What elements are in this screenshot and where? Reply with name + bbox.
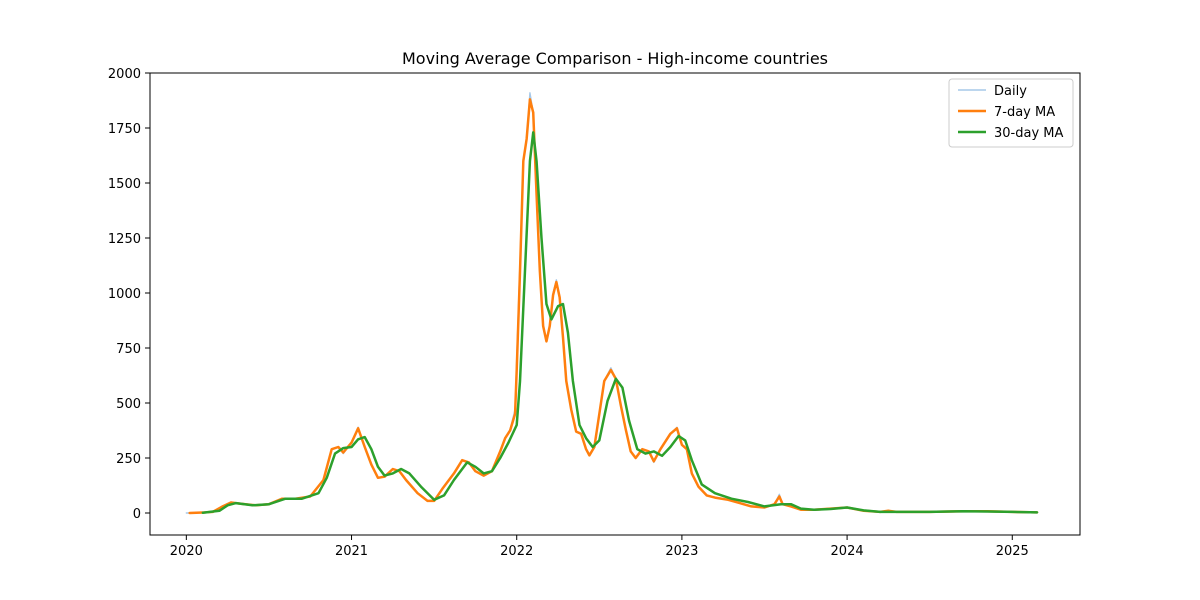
y-tick-label: 1000 [108, 287, 141, 302]
y-tick-label: 250 [116, 452, 141, 467]
x-axis: 2020 2021 2022 2023 2024 2025 [170, 535, 1029, 559]
y-tick-label: 1250 [108, 232, 141, 247]
y-tick-label: 1750 [108, 122, 141, 137]
legend-label: 7-day MA [994, 105, 1055, 120]
plot-frame [149, 72, 1081, 536]
y-tick-label: 1500 [108, 177, 141, 192]
legend-label: Daily [994, 84, 1027, 99]
y-tick-label: 2000 [108, 67, 141, 82]
x-tick-label: 2023 [665, 544, 698, 559]
y-tick-label: 0 [133, 507, 141, 522]
x-tick-label: 2022 [500, 544, 533, 559]
x-tick-label: 2020 [170, 544, 203, 559]
chart-title: Moving Average Comparison - High-income … [402, 49, 828, 68]
x-tick-label: 2021 [335, 544, 368, 559]
y-tick-label: 750 [116, 342, 141, 357]
y-axis: 0 250 500 750 1000 1250 1500 1750 2000 [108, 67, 150, 522]
legend: Daily 7-day MA 30-day MA [948, 78, 1074, 148]
legend-box [948, 78, 1074, 148]
legend-label: 30-day MA [994, 126, 1063, 141]
y-tick-label: 500 [116, 397, 141, 412]
x-tick-label: 2025 [996, 544, 1029, 559]
x-tick-label: 2024 [831, 544, 864, 559]
series-line-3 [201, 131, 1039, 515]
series-group [185, 92, 1039, 515]
